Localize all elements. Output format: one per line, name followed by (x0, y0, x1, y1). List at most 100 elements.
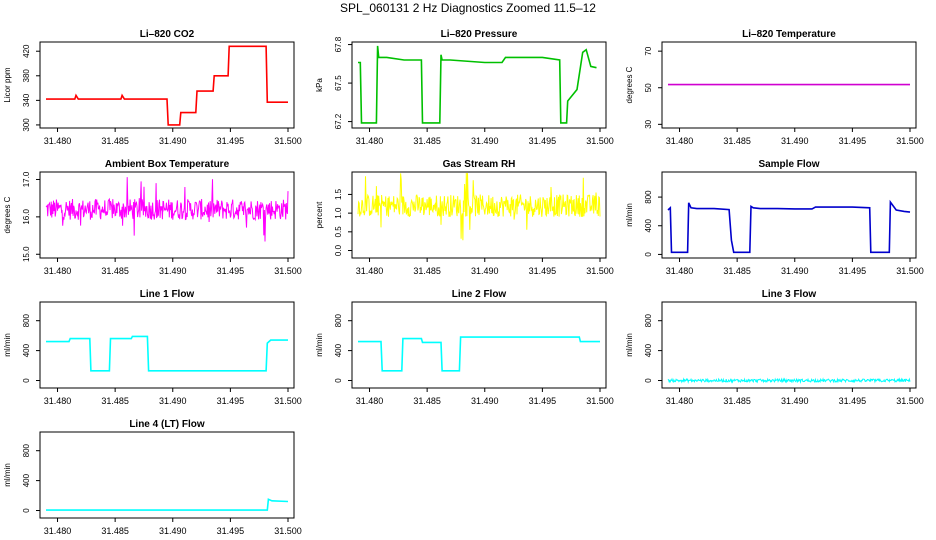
x-tick-label: 31.490 (159, 266, 187, 276)
y-axis-label: percent (315, 201, 324, 228)
y-tick-label: 0 (644, 252, 653, 257)
x-tick-label: 31.480 (44, 396, 72, 406)
series-line (667, 377, 911, 384)
y-tick-label: 67.5 (334, 75, 343, 91)
y-tick-label: 0.0 (334, 244, 343, 256)
y-tick-label: 67.8 (334, 36, 343, 52)
y-tick-label: 400 (644, 343, 653, 357)
x-tick-label: 31.480 (666, 136, 694, 146)
plot-frame (351, 171, 607, 259)
series-line (46, 45, 288, 126)
x-tick-label: 31.500 (896, 136, 924, 146)
chart-panel: Li–820 CO2 Licor ppm 300 340 380 420 31.480 31.… (3, 29, 302, 146)
x-tick-label: 31.490 (471, 266, 499, 276)
plot-frame (39, 41, 295, 129)
y-axis-label: ml/min (625, 203, 634, 227)
y-tick-label: 15.0 (22, 246, 31, 262)
y-tick-label: 70 (644, 46, 653, 55)
x-tick-label: 31.490 (159, 396, 187, 406)
x-tick-label: 31.480 (44, 526, 72, 536)
x-tick-label: 31.495 (529, 396, 557, 406)
y-tick-label: 0 (22, 378, 31, 383)
y-tick-label: 16.0 (22, 209, 31, 225)
panel-title: Line 4 (LT) Flow (129, 419, 205, 430)
plot-frame (39, 301, 295, 389)
figure-title: SPL_060131 2 Hz Diagnostics Zoomed 11.5–… (340, 1, 596, 15)
x-tick-label: 31.480 (666, 266, 694, 276)
series-line (667, 199, 911, 254)
y-tick-label: 800 (22, 313, 31, 327)
y-tick-label: 400 (644, 219, 653, 233)
series-line (46, 335, 288, 372)
series-line (358, 45, 597, 124)
y-tick-label: 0 (644, 378, 653, 383)
plot-frame (351, 41, 607, 129)
plot-frame (39, 431, 295, 519)
y-tick-label: 800 (22, 443, 31, 457)
x-tick-label: 31.485 (101, 396, 129, 406)
y-axis-label: degrees C (625, 66, 634, 103)
plot-frame (351, 301, 607, 389)
y-axis-label: degrees C (3, 196, 12, 233)
x-tick-label: 31.495 (217, 266, 245, 276)
chart-panel: Gas Stream RH percent 0.0 0.5 1.0 1.5 31.480 31… (315, 159, 614, 276)
y-axis-label: Licor ppm (3, 67, 12, 102)
panel-title: Li–820 CO2 (140, 29, 195, 40)
y-tick-label: 340 (22, 93, 31, 107)
x-tick-label: 31.495 (839, 266, 867, 276)
x-tick-label: 31.485 (723, 396, 751, 406)
x-tick-label: 31.495 (529, 266, 557, 276)
y-tick-label: 50 (644, 83, 653, 92)
series-line (45, 177, 289, 242)
panel-title: Gas Stream RH (443, 159, 516, 170)
y-axis-label: ml/min (315, 333, 324, 357)
x-tick-label: 31.495 (217, 526, 245, 536)
y-tick-label: 1.5 (334, 188, 343, 200)
y-tick-label: 0 (334, 378, 343, 383)
panel-title: Line 2 Flow (452, 289, 507, 300)
x-tick-label: 31.495 (839, 396, 867, 406)
series-line (46, 498, 289, 511)
panel-title: Line 1 Flow (140, 289, 195, 300)
x-tick-label: 31.495 (217, 396, 245, 406)
chart-panel: Ambient Box Temperature degrees C 15.0 16.0… (3, 159, 302, 276)
x-tick-label: 31.485 (101, 526, 129, 536)
chart-panel: Line 4 (LT) Flow ml/min 0 400 800 31.480 31.48… (3, 419, 302, 536)
plot-frame (661, 301, 917, 389)
chart-panel: Li–820 Temperature degrees C 30 50 70 31.480 3… (625, 29, 924, 146)
panel-title: Li–820 Temperature (742, 29, 836, 40)
x-tick-label: 31.480 (44, 136, 72, 146)
x-tick-label: 31.490 (781, 136, 809, 146)
x-tick-label: 31.500 (274, 266, 302, 276)
x-tick-label: 31.490 (159, 526, 187, 536)
y-tick-label: 0.5 (334, 226, 343, 238)
x-tick-label: 31.480 (356, 136, 384, 146)
x-tick-label: 31.480 (666, 396, 694, 406)
chart-panel: Li–820 Pressure kPa 67.2 67.5 67.8 31.480 31.4… (315, 29, 614, 146)
x-tick-label: 31.500 (274, 526, 302, 536)
x-tick-label: 31.500 (274, 136, 302, 146)
x-tick-label: 31.500 (586, 136, 614, 146)
x-tick-label: 31.485 (723, 266, 751, 276)
chart-panel: Sample Flow ml/min 0 400 800 31.480 31.485 31.4… (625, 159, 924, 276)
y-tick-label: 30 (644, 119, 653, 128)
panel-title: Ambient Box Temperature (105, 159, 230, 170)
chart-panel: Line 2 Flow ml/min 0 400 800 31.480 31.485 31.4… (315, 289, 614, 406)
plot-frame (661, 41, 917, 129)
x-tick-label: 31.485 (723, 136, 751, 146)
x-tick-label: 31.485 (413, 136, 441, 146)
plot-frame (661, 171, 917, 259)
x-tick-label: 31.495 (529, 136, 557, 146)
x-tick-label: 31.485 (101, 266, 129, 276)
y-tick-label: 400 (22, 343, 31, 357)
chart-panel: Line 1 Flow ml/min 0 400 800 31.480 31.485 31.4… (3, 289, 302, 406)
x-tick-label: 31.480 (356, 266, 384, 276)
x-tick-label: 31.500 (586, 266, 614, 276)
x-tick-label: 31.500 (896, 396, 924, 406)
plot-frame (39, 171, 295, 259)
x-tick-label: 31.490 (781, 396, 809, 406)
y-tick-label: 300 (22, 118, 31, 132)
y-tick-label: 400 (334, 343, 343, 357)
y-axis-label: ml/min (625, 333, 634, 357)
x-tick-label: 31.500 (586, 396, 614, 406)
